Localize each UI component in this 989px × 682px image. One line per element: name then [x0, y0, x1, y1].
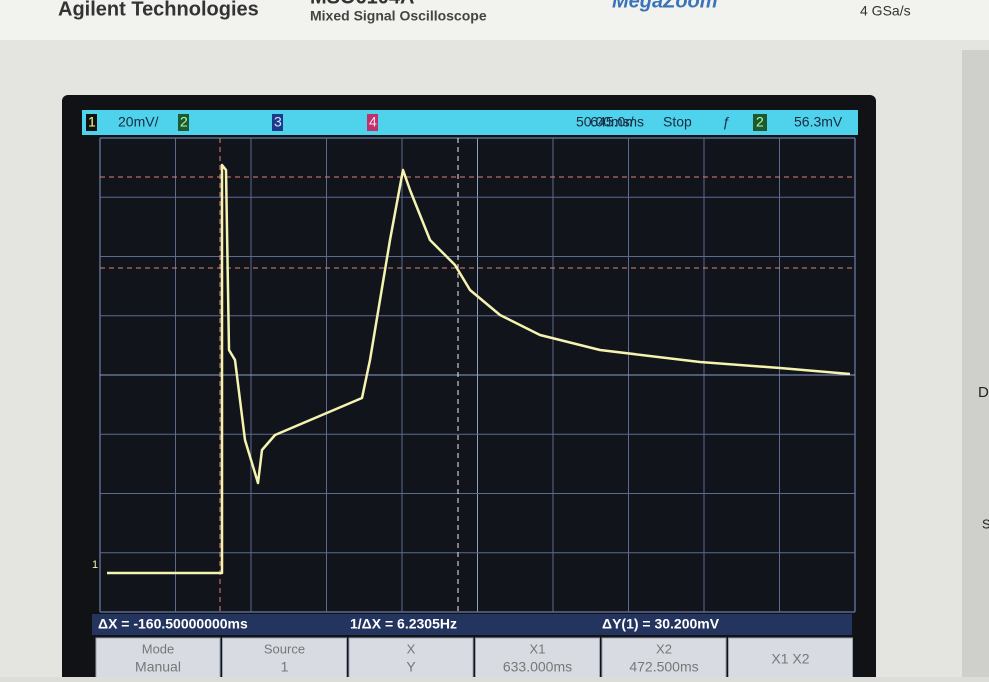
ground-marker: 1 — [92, 559, 98, 571]
softkey-label: X1 X2 — [771, 651, 809, 667]
softkey-value: Manual — [135, 659, 181, 675]
ch1-badge — [86, 114, 97, 131]
trigger-source-badge — [753, 114, 767, 131]
softkey-label: X2 — [656, 641, 672, 656]
ch1: 1 — [88, 114, 96, 130]
softkey-label: X — [407, 641, 416, 656]
softkey-value: 633.000ms — [503, 659, 572, 675]
ch3-badge — [272, 114, 283, 131]
softkey[interactable] — [95, 637, 221, 682]
subtitle: Mixed Signal Oscilloscope — [310, 8, 487, 24]
ch3: 3 — [274, 114, 282, 130]
side-panel — [962, 50, 989, 677]
status-bar — [82, 110, 858, 135]
delta-y: ΔY(1) = 30.200mV — [602, 616, 720, 632]
softkey-row: Mode Manual Source 1 XY X1 633.000ms X2 472.500m… — [95, 637, 853, 682]
trigger-source: 2 — [756, 114, 764, 130]
model: MSO6104A — [310, 0, 415, 8]
measurement-bar — [92, 614, 852, 635]
softkey-value: 472.500ms — [629, 659, 698, 675]
sample-rate: 4 GSa/s — [860, 3, 911, 19]
softkey[interactable] — [475, 637, 600, 682]
trigger-level: 56.3mV — [794, 114, 843, 130]
ch4: 4 — [369, 114, 377, 130]
softkey[interactable] — [728, 637, 853, 682]
delta-x: ΔX = -160.50000000ms — [98, 616, 248, 632]
logo: MegaZoom — [612, 0, 718, 12]
header-panel — [0, 0, 989, 40]
side-label: S — [982, 516, 989, 531]
ch4-badge — [367, 114, 378, 131]
softkey[interactable] — [601, 637, 727, 682]
ch2: 2 — [180, 114, 188, 130]
softkey-label: Source — [264, 641, 305, 656]
ch2-badge — [178, 114, 189, 131]
softkey-label: Mode — [142, 641, 175, 656]
softkey[interactable] — [222, 637, 347, 682]
softkey-value: 1 — [281, 659, 289, 675]
softkey-value: Y — [406, 659, 416, 675]
softkey-label: X1 — [530, 641, 546, 656]
trigger-slope: ƒ — [722, 114, 730, 130]
graticule — [99, 137, 856, 613]
delay: 645.0ms — [590, 114, 644, 130]
softkey[interactable] — [348, 637, 474, 682]
ch1-scale: 20mV/ — [118, 114, 159, 130]
waveform — [107, 163, 851, 575]
side-label: D — [978, 384, 989, 401]
run-state: Stop — [663, 114, 692, 130]
time-scale: 50.00ms/ — [576, 114, 634, 130]
brand: Agilent Technologies — [58, 0, 259, 20]
inverse-delta-x: 1/ΔX = 6.2305Hz — [350, 616, 457, 632]
